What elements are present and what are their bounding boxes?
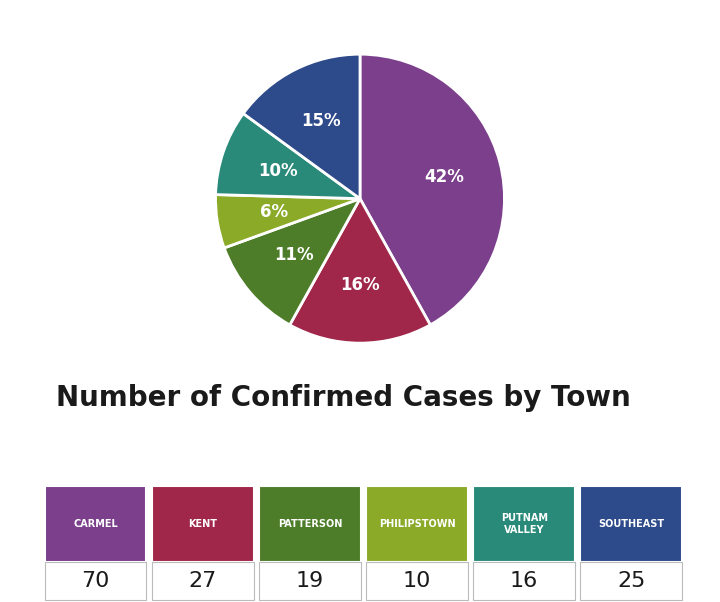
Bar — [259, 486, 361, 562]
Wedge shape — [224, 199, 360, 325]
Text: 25: 25 — [617, 571, 646, 591]
Text: 70: 70 — [81, 571, 110, 591]
Wedge shape — [243, 54, 360, 199]
Bar — [366, 562, 468, 600]
Bar — [473, 486, 575, 562]
Wedge shape — [215, 194, 360, 248]
Bar — [45, 562, 146, 600]
Text: Number of Confirmed Cases by Town: Number of Confirmed Cases by Town — [56, 383, 631, 412]
Bar — [580, 486, 682, 562]
Text: 10%: 10% — [258, 161, 298, 179]
Text: PUTNAM
VALLEY: PUTNAM VALLEY — [500, 514, 548, 535]
Wedge shape — [215, 114, 360, 199]
Text: 27: 27 — [189, 571, 217, 591]
Text: KENT: KENT — [188, 519, 217, 529]
Text: 15%: 15% — [301, 113, 341, 131]
Bar — [45, 486, 146, 562]
Bar — [152, 486, 253, 562]
Bar — [259, 562, 361, 600]
Text: 6%: 6% — [261, 203, 289, 222]
Bar — [473, 562, 575, 600]
Text: SOUTHEAST: SOUTHEAST — [598, 519, 665, 529]
Text: 11%: 11% — [274, 246, 314, 264]
Wedge shape — [289, 199, 431, 343]
Text: CARMEL: CARMEL — [73, 519, 118, 529]
Bar — [152, 562, 253, 600]
Text: 16%: 16% — [340, 276, 380, 294]
Text: 10: 10 — [402, 571, 431, 591]
Text: PHILIPSTOWN: PHILIPSTOWN — [379, 519, 455, 529]
Text: PATTERSON: PATTERSON — [278, 519, 342, 529]
Wedge shape — [360, 54, 505, 325]
Bar — [366, 486, 468, 562]
Text: 19: 19 — [296, 571, 324, 591]
Text: 16: 16 — [510, 571, 539, 591]
Text: 42%: 42% — [424, 168, 464, 186]
Bar — [580, 562, 682, 600]
